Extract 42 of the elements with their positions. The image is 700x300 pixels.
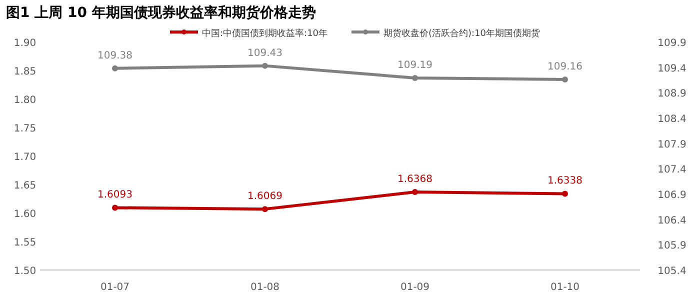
x-tick-label: 01-08 bbox=[250, 282, 280, 293]
y2-tick-label: 107.9 bbox=[658, 139, 686, 150]
data-label: 109.16 bbox=[548, 61, 582, 72]
y2-tick-label: 107.4 bbox=[658, 164, 686, 176]
data-label: 109.19 bbox=[398, 60, 432, 71]
y-tick-label: 1.60 bbox=[14, 209, 36, 220]
x-tick-label: 01-07 bbox=[100, 282, 130, 293]
y-tick-label: 1.50 bbox=[14, 266, 36, 277]
y2-tick-label: 109.9 bbox=[658, 38, 686, 49]
point bbox=[412, 189, 418, 196]
data-label: 109.43 bbox=[248, 48, 282, 59]
x-tick-label: 01-10 bbox=[550, 282, 580, 293]
point bbox=[112, 65, 118, 72]
y-tick-label: 1.70 bbox=[14, 152, 36, 163]
point bbox=[562, 76, 568, 82]
y-tick-label: 1.90 bbox=[14, 38, 36, 49]
data-label: 1.6093 bbox=[98, 190, 132, 201]
y2-tick-label: 108.4 bbox=[658, 114, 686, 125]
point bbox=[412, 74, 418, 81]
chart-title: 图1 上周 10 年期国债现券收益率和期货价格走势 bbox=[6, 4, 316, 21]
y-tick-label: 1.75 bbox=[14, 124, 36, 134]
point bbox=[112, 204, 118, 211]
y2-tick-label: 105.4 bbox=[658, 266, 686, 277]
data-label: 1.6338 bbox=[548, 176, 582, 187]
point bbox=[562, 190, 568, 197]
legend-label: 中国:中债国债到期收益率:10年 bbox=[202, 28, 328, 39]
data-label: 109.38 bbox=[98, 50, 132, 62]
data-label: 1.6069 bbox=[248, 191, 282, 202]
y2-tick-label: 106.9 bbox=[658, 190, 686, 201]
x-tick-label: 01-09 bbox=[400, 282, 430, 293]
y-tick-label: 1.55 bbox=[14, 238, 36, 248]
y2-tick-label: 105.9 bbox=[658, 240, 686, 252]
y-tick-label: 1.65 bbox=[14, 180, 36, 192]
y2-tick-label: 109.4 bbox=[658, 63, 686, 74]
y2-tick-label: 106.4 bbox=[658, 215, 686, 226]
point bbox=[262, 62, 268, 69]
y-tick-label: 1.80 bbox=[14, 95, 36, 106]
legend-label: 期货收盘价(活跃合约):10年期国债期货 bbox=[384, 28, 540, 39]
y-tick-label: 1.85 bbox=[14, 66, 36, 78]
point bbox=[262, 206, 268, 212]
data-label: 1.6368 bbox=[398, 174, 432, 186]
y2-tick-label: 108.9 bbox=[658, 88, 686, 100]
